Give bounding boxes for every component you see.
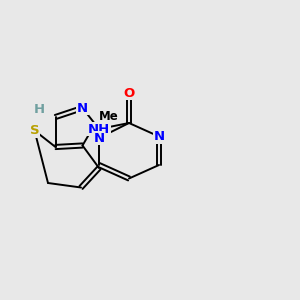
Text: N: N bbox=[93, 131, 105, 145]
Text: H: H bbox=[33, 103, 45, 116]
Text: S: S bbox=[30, 124, 39, 137]
Text: Me: Me bbox=[98, 110, 118, 123]
Text: O: O bbox=[123, 86, 135, 100]
Text: N: N bbox=[77, 101, 88, 115]
Text: N: N bbox=[153, 130, 165, 143]
Text: NH: NH bbox=[88, 122, 110, 136]
